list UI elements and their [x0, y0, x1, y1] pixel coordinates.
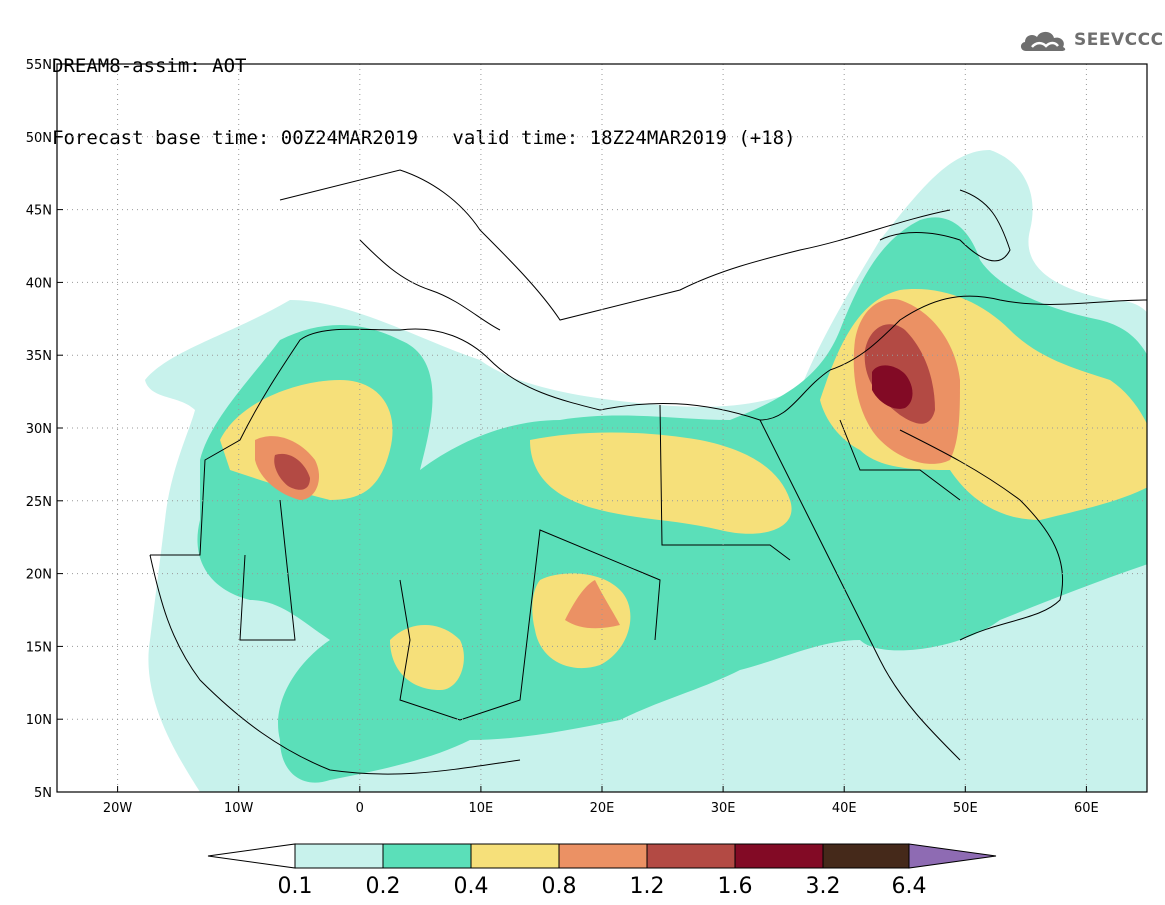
colorbar-label: 3.2 — [806, 874, 841, 899]
lon-labels: 20W 10W 0 10E 20E 30E 40E 50E 60E — [103, 801, 1099, 816]
colorbar-lower-triangle — [207, 843, 296, 869]
colorbar-swatch-1.6-3.2 — [734, 843, 824, 869]
coastline — [899, 429, 1064, 641]
border — [399, 529, 661, 721]
time-info-line: Forecast base time: 00Z24MAR2019 valid t… — [52, 126, 796, 150]
forecast-base-time: Forecast base time: 00Z24MAR2019 — [52, 127, 419, 149]
coastline — [150, 328, 831, 556]
aot-contour-0.8 — [565, 580, 620, 629]
lat-label: 30N — [26, 422, 52, 437]
lon-label: 0 — [356, 801, 364, 816]
lat-label: 20N — [26, 568, 52, 583]
colorbar-label: 0.4 — [454, 874, 489, 899]
lon-label: 10W — [224, 801, 254, 816]
grid-lines — [57, 64, 1147, 792]
product-title: DREAM8-assim: AOT — [52, 55, 247, 77]
aot-field — [145, 150, 1147, 792]
coastlines — [149, 169, 1147, 775]
aot-contour-1.2 — [274, 453, 310, 490]
coastline — [359, 239, 501, 331]
colorbar-label: 0.1 — [278, 874, 313, 899]
lat-label: 45N — [26, 204, 52, 219]
lon-label: 60E — [1074, 801, 1099, 816]
coastline — [759, 419, 961, 761]
lat-label: 5N — [34, 786, 52, 801]
tick-marks — [57, 63, 1087, 793]
lat-label: 15N — [26, 640, 52, 655]
lat-labels: 55N 50N 45N 40N 35N 30N 25N 20N 15N 10N … — [26, 58, 52, 801]
colorbar-swatch-0.4-0.8 — [470, 843, 560, 869]
coastline — [149, 554, 521, 775]
colorbar — [207, 843, 997, 869]
colorbar-swatch-0.1-0.2 — [294, 843, 384, 869]
lon-label: 10E — [469, 801, 494, 816]
aot-contour-0.4 — [390, 625, 464, 690]
colorbar-swatch-0.8-1.2 — [558, 843, 648, 869]
lat-label: 55N — [26, 58, 52, 73]
lat-label: 40N — [26, 276, 52, 291]
colorbar-label: 6.4 — [892, 874, 927, 899]
cloud-icon — [1020, 31, 1066, 51]
colorbar-upper-triangle — [908, 843, 997, 869]
colorbar-label: 0.2 — [366, 874, 401, 899]
seevccc-logo: SEEVCCC — [1018, 26, 1164, 54]
colorbar-swatch-3.2-6.4 — [822, 843, 910, 869]
border — [239, 499, 296, 641]
border — [659, 404, 791, 561]
colorbar-swatch-0.2-0.4 — [382, 843, 472, 869]
lon-label: 40E — [832, 801, 857, 816]
colorbar-labels: 0.1 0.2 0.4 0.8 1.2 1.6 3.2 6.4 — [278, 874, 927, 899]
valid-time: valid time: 18Z24MAR2019 (+18) — [452, 127, 796, 149]
lon-label: 20W — [103, 801, 133, 816]
aot-contour-1.6 — [872, 365, 913, 409]
lon-label: 30E — [711, 801, 736, 816]
colorbar-label: 0.8 — [542, 874, 577, 899]
lat-label: 35N — [26, 349, 52, 364]
coastline — [279, 169, 951, 321]
lat-label: 50N — [26, 131, 52, 146]
logo-text: SEEVCCC — [1074, 30, 1164, 50]
border — [839, 419, 961, 501]
lon-label: 20E — [590, 801, 615, 816]
lat-label: 25N — [26, 495, 52, 510]
colorbar-label: 1.6 — [718, 874, 753, 899]
colorbar-swatch-1.2-1.6 — [646, 843, 736, 869]
map-header: DREAM8-assim: AOT Forecast base time: 00… — [52, 6, 796, 174]
coastline — [879, 189, 1011, 262]
lat-label: 10N — [26, 713, 52, 728]
lon-label: 50E — [953, 801, 978, 816]
coastline — [829, 295, 1147, 371]
colorbar-label: 1.2 — [630, 874, 665, 899]
